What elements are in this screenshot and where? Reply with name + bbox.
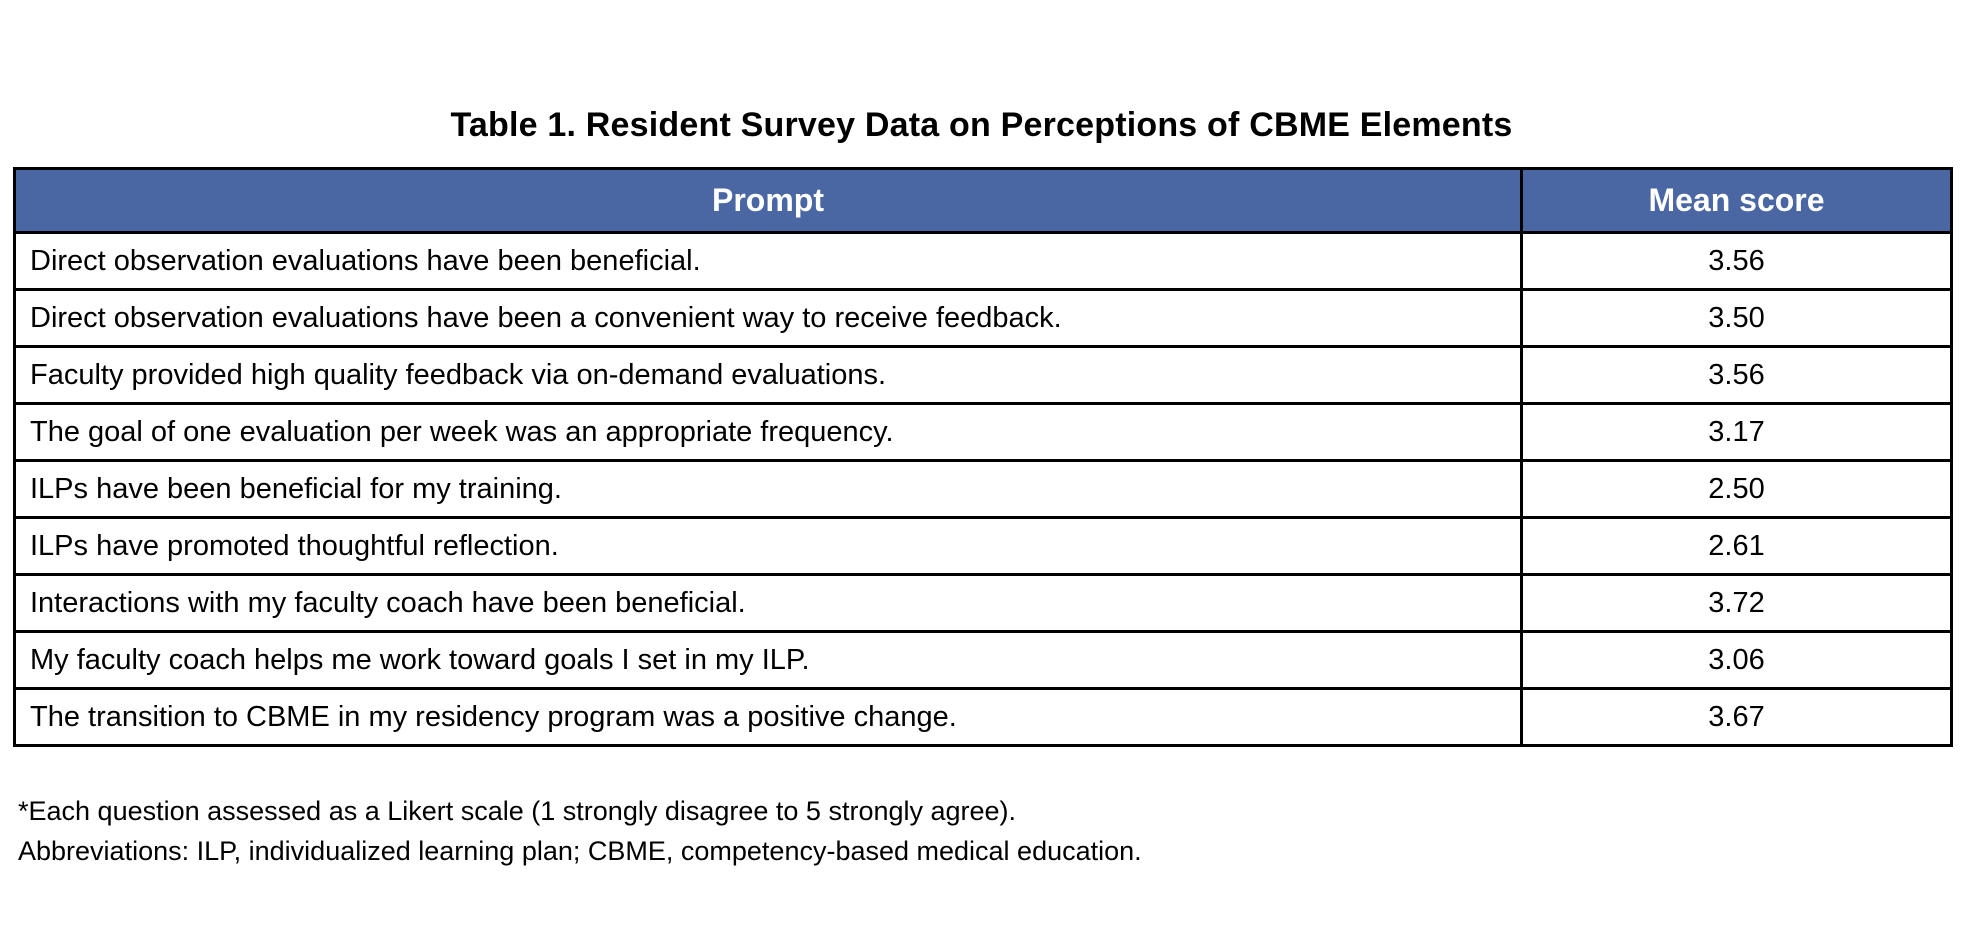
table-title: Table 1. Resident Survey Data on Percept… bbox=[450, 106, 1513, 144]
prompt-cell: Interactions with my faculty coach have … bbox=[13, 573, 1523, 633]
prompt-cell: My faculty coach helps me work toward go… bbox=[13, 630, 1523, 690]
prompt-cell: The transition to CBME in my residency p… bbox=[13, 687, 1523, 747]
score-cell: 3.56 bbox=[1520, 231, 1953, 291]
prompt-cell: The goal of one evaluation per week was … bbox=[13, 402, 1523, 462]
score-cell: 3.50 bbox=[1520, 288, 1953, 348]
footnotes: *Each question assessed as a Likert scal… bbox=[18, 791, 1963, 871]
table-row: The transition to CBME in my residency p… bbox=[13, 687, 1953, 747]
score-cell: 3.56 bbox=[1520, 345, 1953, 405]
header-mean-score: Mean score bbox=[1520, 167, 1953, 234]
table-row: Interactions with my faculty coach have … bbox=[13, 573, 1953, 633]
table-row: The goal of one evaluation per week was … bbox=[13, 402, 1953, 462]
prompt-cell: ILPs have been beneficial for my trainin… bbox=[13, 459, 1523, 519]
table-row: Faculty provided high quality feedback v… bbox=[13, 345, 1953, 405]
table-row: ILPs have been beneficial for my trainin… bbox=[13, 459, 1953, 519]
score-cell: 3.17 bbox=[1520, 402, 1953, 462]
table-row: ILPs have promoted thoughtful reflection… bbox=[13, 516, 1953, 576]
table-row: Direct observation evaluations have been… bbox=[13, 231, 1953, 291]
prompt-cell: Direct observation evaluations have been… bbox=[13, 231, 1523, 291]
table-row: My faculty coach helps me work toward go… bbox=[13, 630, 1953, 690]
prompt-cell: ILPs have promoted thoughtful reflection… bbox=[13, 516, 1523, 576]
score-cell: 2.50 bbox=[1520, 459, 1953, 519]
prompt-cell: Faculty provided high quality feedback v… bbox=[13, 345, 1523, 405]
table-header-row: Prompt Mean score bbox=[13, 167, 1953, 234]
survey-table: Prompt Mean score Direct observation eva… bbox=[13, 167, 1953, 747]
score-cell: 3.72 bbox=[1520, 573, 1953, 633]
table-row: Direct observation evaluations have been… bbox=[13, 288, 1953, 348]
prompt-cell: Direct observation evaluations have been… bbox=[13, 288, 1523, 348]
header-prompt: Prompt bbox=[13, 167, 1523, 234]
footnote-likert-scale: *Each question assessed as a Likert scal… bbox=[18, 796, 1017, 826]
footnote-abbreviations: Abbreviations: ILP, individualized learn… bbox=[18, 836, 1142, 866]
score-cell: 2.61 bbox=[1520, 516, 1953, 576]
score-cell: 3.06 bbox=[1520, 630, 1953, 690]
score-cell: 3.67 bbox=[1520, 687, 1953, 747]
